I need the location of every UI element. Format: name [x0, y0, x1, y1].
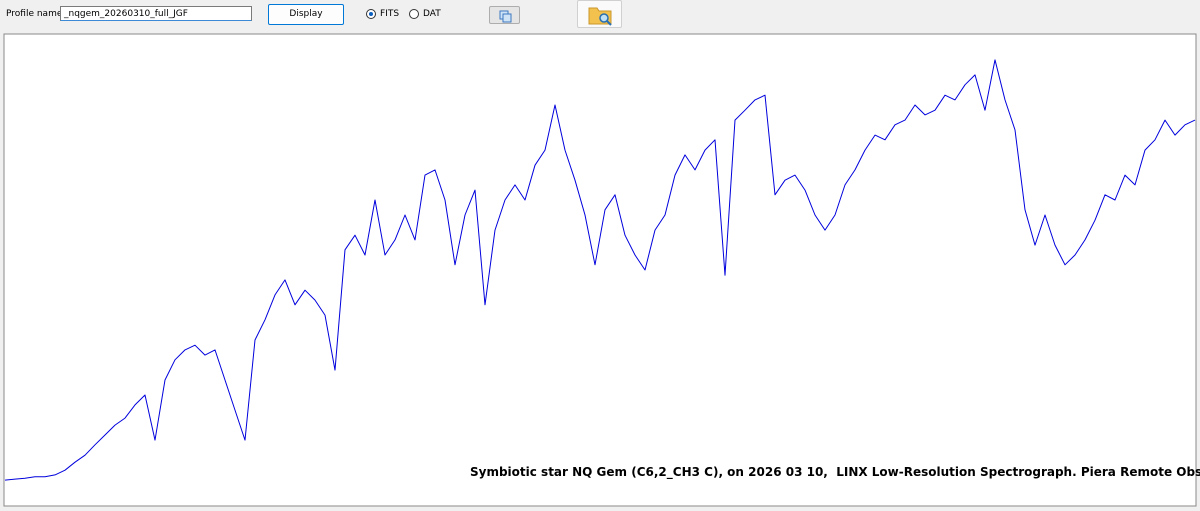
radio-label: DAT: [423, 9, 441, 19]
radio-label: FITS: [380, 9, 400, 19]
folder-icon: [588, 7, 612, 26]
copy-icon: [499, 10, 512, 23]
plot-area: [3, 33, 1197, 507]
radio-button[interactable]: [409, 9, 419, 19]
display-button[interactable]: Display: [268, 4, 344, 25]
profile-label: Profile name :: [6, 9, 69, 19]
plot-caption: Symbiotic star NQ Gem (C6,2_CH3 C), on 2…: [470, 465, 1200, 480]
radio-button[interactable]: [366, 9, 376, 19]
open-folder-button[interactable]: [577, 0, 622, 28]
spectrum-line: [4, 59, 1196, 481]
copy-button[interactable]: [489, 6, 520, 24]
profile-input[interactable]: _nqgem_20260310_full_JGF: [60, 6, 252, 21]
